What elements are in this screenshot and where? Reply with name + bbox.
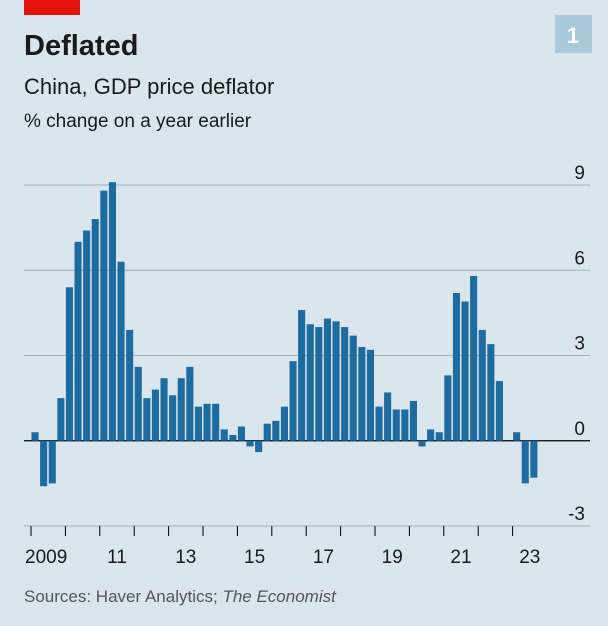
x-tick-label: 15	[244, 547, 265, 568]
bar	[495, 381, 503, 441]
bar	[108, 182, 116, 441]
chart-number-box	[555, 15, 592, 53]
bar	[366, 349, 374, 441]
bar	[263, 423, 271, 441]
bar	[289, 361, 297, 441]
x-tick-label: 23	[519, 547, 540, 568]
bar	[349, 335, 357, 441]
bar	[384, 392, 392, 441]
bar	[169, 395, 177, 441]
bar	[435, 432, 443, 441]
bar	[134, 366, 142, 441]
bar	[298, 310, 306, 441]
bar	[392, 409, 400, 441]
x-tick-label: 13	[175, 547, 196, 568]
bar	[255, 440, 263, 453]
bar	[272, 420, 280, 441]
source: Sources: Haver Analytics; The Economist	[24, 587, 337, 606]
bar	[126, 329, 134, 441]
bar	[341, 327, 349, 441]
y-tick-label: 9	[574, 163, 585, 184]
bar	[306, 324, 314, 441]
bar	[332, 321, 340, 441]
bar	[401, 409, 409, 441]
bar	[194, 406, 202, 441]
bar	[470, 275, 478, 441]
bar	[358, 346, 366, 441]
bar	[31, 432, 39, 441]
bar	[220, 429, 228, 441]
bar	[91, 219, 99, 441]
x-tick-label: 11	[107, 547, 127, 568]
unit-label: % change on a year earlier	[24, 111, 252, 132]
bar	[418, 440, 426, 447]
bar	[461, 301, 469, 441]
source-text: Sources: Haver Analytics;	[24, 587, 218, 606]
bar	[117, 261, 125, 441]
source-publication: The Economist	[222, 587, 337, 606]
bar	[246, 440, 254, 447]
bar	[48, 440, 56, 484]
chart-subtitle: China, GDP price deflator	[24, 74, 274, 99]
bar	[160, 378, 168, 441]
x-tick-label: 21	[450, 547, 471, 568]
x-tick-label: 19	[382, 547, 403, 568]
bar	[177, 378, 185, 441]
bar	[237, 426, 245, 441]
bar	[203, 403, 211, 441]
bar	[315, 327, 323, 441]
x-tick-label: 2009	[25, 547, 67, 568]
y-tick-label: 6	[574, 248, 585, 269]
bar	[323, 318, 331, 441]
bar	[100, 190, 108, 441]
bar	[83, 230, 91, 441]
bar	[513, 432, 521, 441]
brand-tag	[24, 0, 80, 15]
bar	[427, 429, 435, 441]
bar	[521, 440, 529, 484]
bar	[186, 366, 194, 441]
chart-title: Deflated	[24, 30, 138, 62]
bar	[444, 375, 452, 441]
y-tick-label: 0	[574, 419, 585, 440]
bar	[452, 292, 460, 441]
bar	[151, 389, 159, 441]
bar	[143, 398, 151, 441]
bar	[57, 398, 65, 441]
x-tick-label: 17	[313, 547, 334, 568]
bar	[229, 435, 237, 441]
bar	[280, 406, 288, 441]
chart-number: 1	[567, 23, 579, 48]
bar	[478, 329, 486, 441]
bar	[409, 400, 417, 441]
bar	[375, 406, 383, 441]
y-tick-label: 3	[574, 334, 585, 355]
bar	[530, 440, 538, 478]
bar	[487, 344, 495, 441]
y-tick-label: -3	[568, 504, 585, 525]
bar	[212, 403, 220, 441]
bar	[40, 440, 48, 487]
bar	[65, 287, 73, 441]
bar	[74, 241, 82, 441]
